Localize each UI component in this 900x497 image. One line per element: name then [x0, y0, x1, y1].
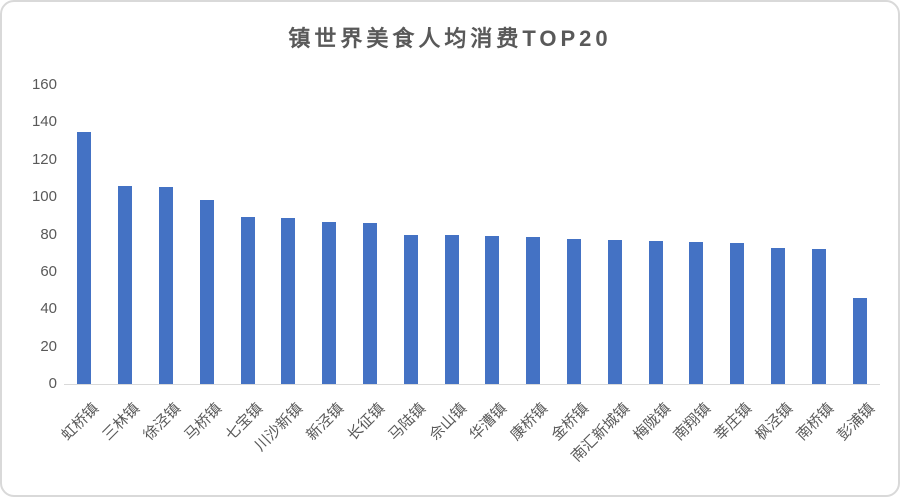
x-axis: 虹桥镇 三林镇 徐泾镇 马桥镇 七宝镇 川沙新镇 新泾镇 长征镇 马陆镇 佘山镇 华漕镇 康桥镇 金桥镇… — [59, 385, 880, 495]
plot-area — [64, 85, 880, 385]
x-axis-tick-label: 虹桥镇 — [58, 400, 103, 444]
x-axis-tick-label: 康桥镇 — [507, 400, 552, 444]
x-axis-tick-label: 南桥镇 — [793, 400, 837, 444]
bar[interactable] — [485, 236, 500, 384]
x-axis-tick-label: 华漕镇 — [466, 400, 511, 444]
bar[interactable] — [567, 239, 581, 384]
x-axis-tick-label: 梅陇镇 — [629, 400, 674, 444]
y-axis-tick-label: 60 — [40, 262, 57, 280]
x-axis-tick-label: 南翔镇 — [670, 400, 715, 444]
x-axis-tick-label: 徐泾镇 — [140, 400, 185, 444]
chart-title: 镇世界美食人均消费TOP20 — [288, 26, 612, 51]
bar[interactable] — [771, 247, 785, 384]
y-axis-tick-label: 140 — [31, 113, 57, 131]
x-axis-tick-label: 新泾镇 — [303, 400, 348, 444]
y-axis-tick-label: 40 — [40, 300, 57, 318]
bar[interactable] — [444, 235, 459, 384]
bar[interactable] — [363, 223, 377, 384]
bar[interactable] — [607, 240, 622, 384]
bar[interactable] — [240, 216, 255, 384]
bar[interactable] — [648, 241, 663, 384]
x-axis-tick-label: 佘山镇 — [425, 400, 470, 444]
bar[interactable] — [852, 298, 867, 384]
bar[interactable] — [403, 234, 418, 384]
x-axis-tick-label: 马陆镇 — [385, 400, 429, 444]
bar[interactable] — [811, 248, 826, 384]
x-axis-tick-label: 马桥镇 — [181, 400, 225, 444]
y-axis-tick-label: 120 — [31, 150, 57, 168]
bar[interactable] — [118, 185, 133, 384]
bar[interactable] — [159, 186, 173, 384]
bar[interactable] — [689, 241, 704, 384]
y-axis-tick-label: 100 — [31, 188, 57, 206]
bar[interactable] — [199, 199, 214, 384]
y-axis: 160 140 120 100 80 60 40 20 0 — [2, 76, 57, 392]
x-axis-tick-label: 莘庄镇 — [711, 400, 756, 444]
bar[interactable] — [281, 217, 296, 384]
bar[interactable] — [730, 242, 745, 384]
x-axis-tick-label: 彭浦镇 — [833, 400, 878, 444]
bar[interactable] — [322, 222, 337, 384]
x-axis-tick-label: 三林镇 — [99, 400, 144, 444]
x-axis-tick-label: 枫泾镇 — [752, 400, 797, 444]
y-axis-tick-label: 80 — [40, 225, 57, 243]
bar[interactable] — [77, 131, 92, 384]
bar[interactable] — [526, 237, 541, 384]
y-axis-tick-label: 160 — [31, 76, 57, 93]
x-axis-tick-label: 长征镇 — [344, 400, 389, 444]
y-axis-tick-label: 0 — [48, 375, 57, 392]
y-axis-tick-label: 20 — [40, 337, 57, 355]
